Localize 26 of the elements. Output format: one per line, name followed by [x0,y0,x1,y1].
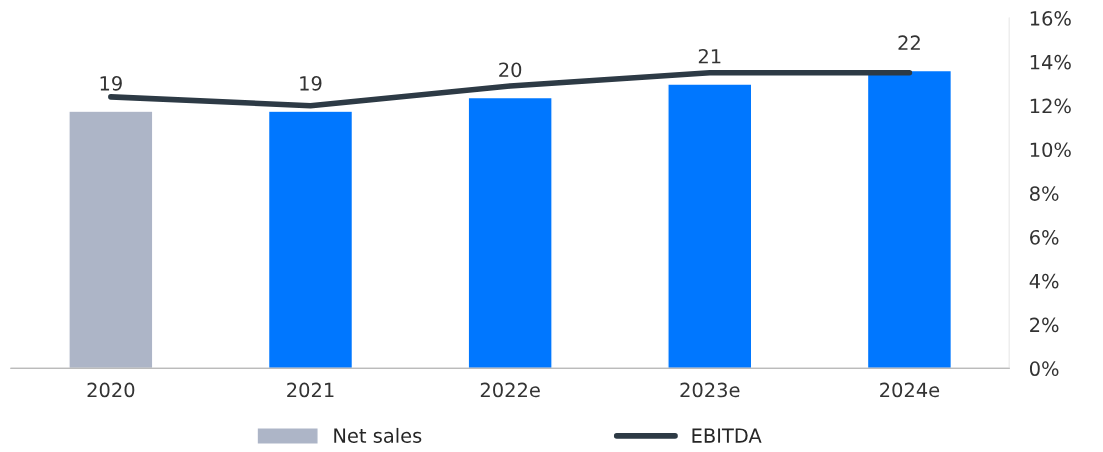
x-tick-label: 2021 [287,382,334,398]
x-tick-label: 2023e [680,382,740,398]
y2-tick-label: 4% [1029,273,1059,289]
y2-tick-label: 14% [1030,54,1071,70]
data-label: 19 [100,75,122,91]
bar [68,110,154,369]
data-label: 20 [499,62,522,78]
data-label: 22 [898,35,920,50]
bar [866,69,953,369]
data-label: 21 [698,48,721,64]
x-tick-label: 2022e [480,382,540,398]
x-tick-label: 2020 [87,382,135,398]
y2-tick-label: 12% [1030,98,1071,114]
y2-tick-label: 0% [1029,361,1059,377]
bar [667,83,753,369]
legend-label: EBITDA [692,428,762,443]
x-tick-label: 2024e [880,382,940,398]
bar [267,110,354,369]
legend-label: Net sales [334,427,422,443]
y2-tick-label: 2% [1030,317,1059,333]
y2-tick-label: 10% [1030,142,1071,158]
bar [467,96,553,369]
y2-tick-label: 6% [1030,229,1059,245]
data-label: 19 [300,75,322,91]
y2-tick-label: 16% [1030,11,1071,26]
y2-tick-label: 8% [1030,186,1059,201]
